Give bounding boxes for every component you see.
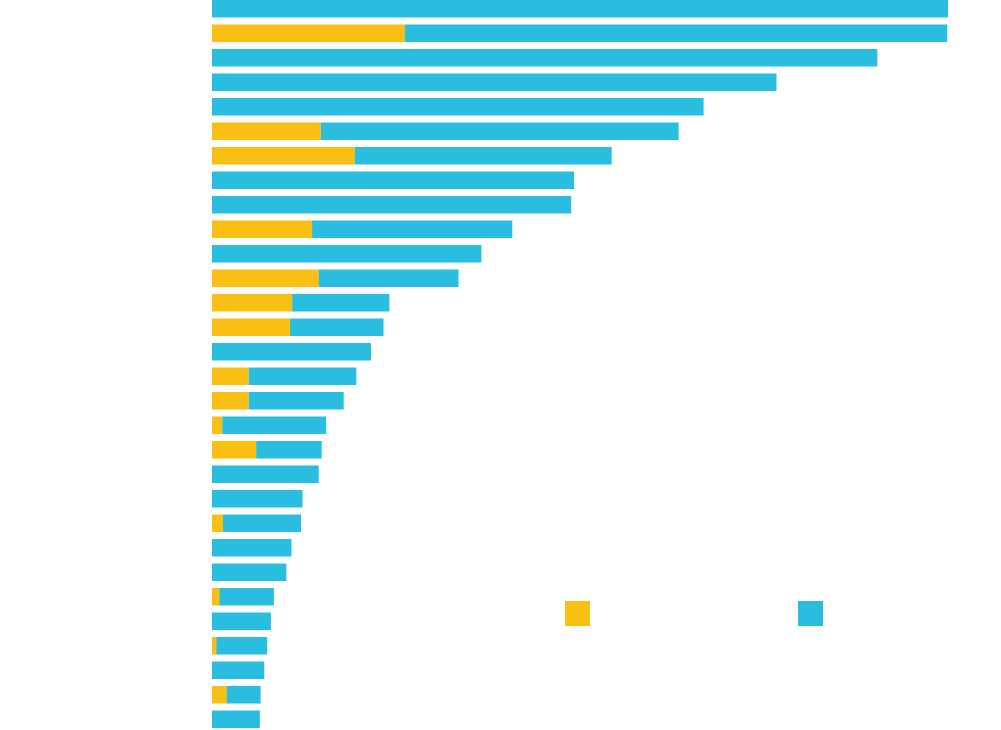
bar-row-24-series-2 [212,563,287,581]
bar-row-10-series-1 [212,220,313,238]
bar-row-27-series-2 [216,637,268,655]
bar-row-12-series-2 [318,269,459,287]
bar-row-4-series-2 [212,73,777,91]
bar-row-28-series-2 [212,661,265,679]
bar-row-2-series-1 [212,24,405,42]
bar-row-12-series-1 [212,269,319,287]
bar-row-6-series-1 [212,122,321,140]
bar-row-25-series-1 [212,588,220,606]
legend [565,601,823,626]
bar-row-22-series-1 [212,514,223,532]
bar-row-22-series-2 [223,514,301,532]
bar-row-27-series-1 [212,637,217,655]
bar-row-23-series-2 [212,539,292,557]
bar-row-13-series-2 [292,294,390,312]
bar-row-13-series-1 [212,294,293,312]
bar-row-16-series-1 [212,367,249,385]
legend-swatch-series-1 [565,601,590,626]
bar-row-19-series-2 [256,441,322,459]
bar-row-2-series-2 [404,24,948,42]
bar-row-8-series-2 [212,171,575,189]
bar-row-14-series-1 [212,318,290,336]
bar-row-10-series-2 [312,220,513,238]
bar-row-21-series-2 [212,490,303,508]
bar-row-17-series-1 [212,392,249,410]
bar-row-5-series-2 [212,98,704,116]
bar-row-3-series-2 [212,49,878,67]
bar-row-7-series-2 [354,147,612,165]
legend-swatch-series-2 [798,601,823,626]
bar-row-30-series-2 [212,710,260,728]
bar-row-26-series-2 [212,612,271,630]
bar-row-9-series-2 [212,196,572,214]
bar-row-17-series-2 [248,392,344,410]
bar-row-18-series-2 [222,416,327,434]
bar-row-1-series-2 [212,0,948,18]
bar-row-25-series-2 [219,588,274,606]
bar-row-6-series-2 [320,122,679,140]
bar-row-18-series-1 [212,416,223,434]
bar-row-29-series-2 [226,686,261,704]
bar-row-15-series-2 [212,343,371,361]
bar-row-19-series-1 [212,441,257,459]
bars-group [212,0,948,728]
bar-row-29-series-1 [212,686,227,704]
bar-row-11-series-2 [212,245,482,263]
bar-row-20-series-2 [212,465,319,483]
bar-row-7-series-1 [212,147,355,165]
bar-row-14-series-2 [290,318,384,336]
bar-row-16-series-2 [248,367,357,385]
